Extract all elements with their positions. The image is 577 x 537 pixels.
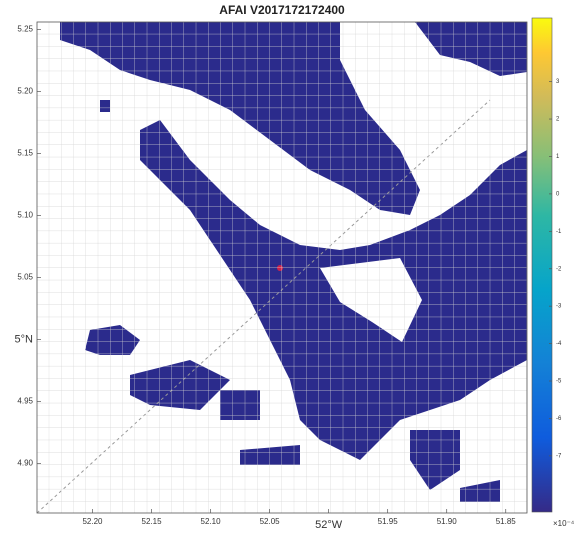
y-tick-label: 4.95	[17, 397, 33, 406]
y-tick-label: 5°N	[15, 333, 34, 345]
x-tick-label: 52.20	[82, 517, 103, 526]
colorbar-tick-label: -7	[556, 453, 562, 459]
y-tick-label: 4.90	[17, 459, 33, 468]
colorbar-tick-label: 2	[556, 117, 560, 123]
y-tick-label: 5.15	[17, 149, 33, 158]
x-tick-label: 52°W	[315, 519, 343, 531]
colorbar-tick-label: 0	[556, 191, 560, 197]
colorbar-exponent: ×10⁻⁴	[553, 519, 575, 528]
colorbar-tick-label: -5	[556, 379, 562, 385]
grid-cells	[37, 22, 527, 513]
x-tick-label: 52.05	[260, 517, 281, 526]
chart-title: AFAI V2017172172400	[219, 3, 345, 17]
colorbar-tick-label: 1	[556, 154, 560, 160]
colorbar-tick-label: -1	[556, 229, 562, 235]
x-tick-label: 51.85	[496, 517, 517, 526]
colorbar-tick-label: -3	[556, 304, 562, 310]
plot-frame	[36, 21, 528, 514]
x-tick-label: 51.95	[378, 517, 399, 526]
y-tick-label: 5.25	[17, 25, 33, 34]
x-tick-label: 51.90	[437, 517, 458, 526]
colorbar-tick-label: -6	[556, 416, 562, 422]
y-tick-label: 5.10	[17, 211, 33, 220]
colorbar	[531, 17, 553, 513]
x-tick-label: 52.15	[142, 517, 163, 526]
colorbar-tick-label: -4	[556, 341, 562, 347]
x-tick-label: 52.10	[201, 517, 222, 526]
colorbar-tick-label: 3	[556, 79, 560, 85]
map-area	[37, 22, 527, 513]
y-tick-label: 5.20	[17, 87, 33, 96]
colorbar-tick-label: -2	[556, 266, 562, 272]
y-tick-label: 5.05	[17, 273, 33, 282]
